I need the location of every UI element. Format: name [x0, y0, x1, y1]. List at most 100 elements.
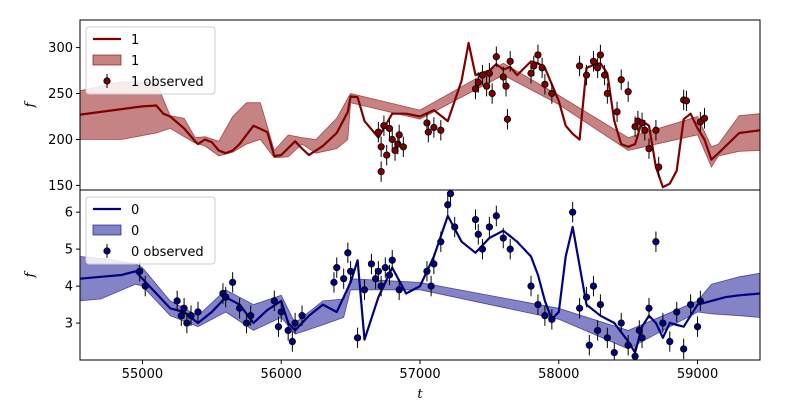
- x-tick-label: 55000: [122, 367, 163, 382]
- legend-band-swatch: [92, 224, 122, 236]
- y-axis-label: f: [23, 270, 38, 278]
- uncertainty-band: [80, 256, 760, 350]
- observed-point: [541, 80, 549, 88]
- observed-point: [582, 71, 591, 79]
- observed-point: [610, 349, 618, 357]
- observed-point: [596, 51, 605, 59]
- legend-label-observed: 1 observed: [131, 75, 204, 90]
- y-tick-label: 250: [48, 87, 73, 102]
- legend-band-swatch: [92, 54, 122, 66]
- observed-point: [569, 208, 577, 216]
- observed-point: [136, 267, 144, 275]
- observed-point: [483, 82, 491, 90]
- observed-point: [381, 264, 389, 272]
- x-tick-label: 56000: [261, 367, 302, 382]
- y-tick-label: 200: [48, 133, 73, 148]
- observed-point: [180, 304, 188, 312]
- observed-point: [298, 312, 306, 320]
- legend-box: [85, 196, 216, 265]
- observed-point: [353, 334, 362, 342]
- observed-point: [173, 297, 181, 305]
- observed-point: [194, 308, 202, 316]
- observed-point: [374, 128, 382, 136]
- observed-point: [340, 275, 348, 283]
- observed-point: [638, 334, 646, 342]
- y-tick-label: 6: [65, 206, 73, 221]
- y-tick-label: 150: [48, 179, 73, 194]
- observed-point: [582, 293, 591, 301]
- observed-point: [235, 304, 244, 312]
- observed-point: [391, 146, 399, 155]
- observed-point: [666, 337, 674, 346]
- x-tick-label: 57000: [399, 367, 440, 382]
- observed-point: [652, 238, 660, 246]
- legend-label-line: 0: [131, 203, 139, 218]
- plot-area: [80, 41, 760, 189]
- legend-point-swatch: [103, 77, 111, 85]
- observed-point: [585, 341, 593, 349]
- observed-point: [527, 69, 535, 77]
- observed-point: [530, 62, 538, 70]
- legend: 0 0 0 observed: [85, 196, 216, 265]
- observed-point: [617, 76, 625, 84]
- series-line: [80, 41, 760, 189]
- observed-point: [444, 201, 452, 209]
- observed-point: [527, 282, 535, 290]
- observed-point: [617, 319, 625, 327]
- observed-point: [437, 238, 445, 246]
- observed-point: [395, 286, 403, 294]
- observed-point: [374, 267, 382, 275]
- observed-point: [541, 312, 549, 320]
- observed-point: [534, 300, 542, 309]
- observed-point: [485, 223, 493, 231]
- plot-area: [80, 190, 760, 360]
- y-tick-label: 3: [65, 317, 73, 332]
- observed-point: [423, 119, 431, 127]
- observed-point: [242, 319, 251, 327]
- legend-label-band: 1: [131, 54, 139, 69]
- observed-point: [548, 315, 556, 323]
- observed-point: [631, 352, 639, 360]
- observed-point: [430, 260, 438, 268]
- observed-point: [395, 131, 403, 139]
- uncertainty-band: [80, 62, 760, 168]
- observed-point: [575, 62, 584, 70]
- observed-point: [284, 326, 292, 335]
- observed-point: [589, 57, 598, 65]
- observed-point: [474, 230, 482, 238]
- observed-point: [427, 282, 435, 290]
- observed-point: [360, 286, 369, 294]
- observed-point: [333, 264, 341, 272]
- legend-label-band: 0: [131, 224, 139, 239]
- series-line: [80, 214, 760, 354]
- observed-point: [680, 345, 688, 353]
- observed-point: [277, 308, 285, 316]
- observed-point: [377, 143, 385, 151]
- observed-point: [274, 323, 283, 331]
- observed-point: [288, 337, 296, 346]
- observed-point: [600, 71, 609, 79]
- observed-point: [270, 297, 278, 305]
- observed-point: [700, 114, 709, 122]
- x-tick-label: 59000: [677, 367, 718, 382]
- y-tick-label: 300: [48, 41, 73, 56]
- observed-point: [502, 82, 510, 90]
- observed-point: [229, 278, 237, 286]
- observed-point: [594, 64, 602, 72]
- legend-label-observed: 0 observed: [131, 245, 204, 260]
- observed-point: [471, 215, 480, 224]
- observed-point: [446, 190, 455, 198]
- observed-point: [635, 326, 643, 335]
- observed-point: [503, 115, 512, 123]
- legend: 1 1 1 observed: [85, 26, 216, 95]
- observed-point: [247, 312, 255, 320]
- observed-point: [423, 267, 431, 275]
- observed-point: [687, 300, 695, 309]
- observed-point: [388, 135, 396, 144]
- top-panel: 150 200 250 300 f 1 1 1 observed: [23, 19, 761, 194]
- observed-point: [478, 245, 487, 253]
- y-tick-label: 4: [65, 280, 73, 295]
- observed-point: [538, 64, 546, 72]
- observed-point: [693, 323, 702, 331]
